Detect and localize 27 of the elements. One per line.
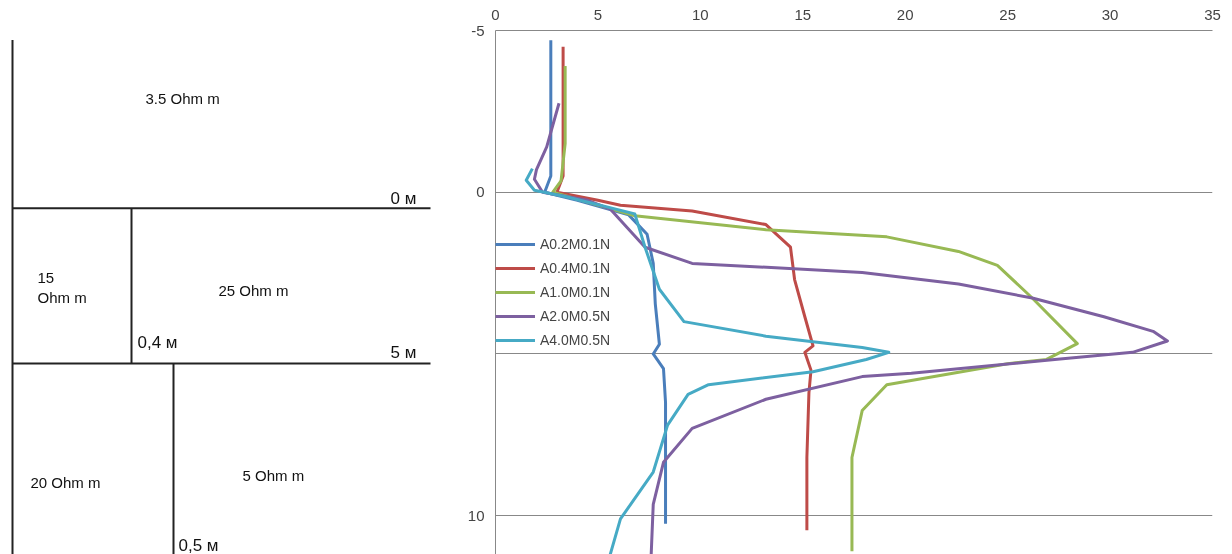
text: 3.5 Ohm m <box>145 90 220 108</box>
x-tick-label: 30 <box>1101 5 1119 23</box>
text: 0 м <box>390 189 417 209</box>
x-tick-label: 25 <box>999 5 1016 23</box>
y-tick-label: 10 <box>467 506 485 524</box>
x-tick-label: 20 <box>896 5 914 23</box>
y-tick-label: 0 <box>476 183 485 201</box>
legend-label: A4.0M0.5N <box>540 332 611 348</box>
text: 5 Ohm m <box>242 467 305 485</box>
text: 20 Ohm m <box>30 474 101 492</box>
text: 0,4 м <box>137 333 178 353</box>
x-tick-label: 15 <box>794 5 812 23</box>
text: 25 Ohm m <box>218 282 289 300</box>
x-tick-label: 0 <box>491 5 500 23</box>
x-tick-label: 5 <box>593 5 603 23</box>
text: 0,5 м <box>178 536 219 554</box>
x-tick-label: 35 <box>1204 5 1221 23</box>
y-tick-label: -5 <box>471 21 485 39</box>
legend-label: A0.4M0.1N <box>540 260 611 276</box>
line-series <box>524 167 891 554</box>
x-tick-label: 10 <box>692 5 709 23</box>
text: 5 м <box>390 342 417 362</box>
text: 15 Ohm m <box>37 269 87 307</box>
line-series <box>532 101 1169 554</box>
legend-label: A1.0M0.1N <box>540 284 611 300</box>
legend-label: A0.2M0.1N <box>540 236 611 252</box>
legend-label: A2.0M0.5N <box>540 308 611 324</box>
